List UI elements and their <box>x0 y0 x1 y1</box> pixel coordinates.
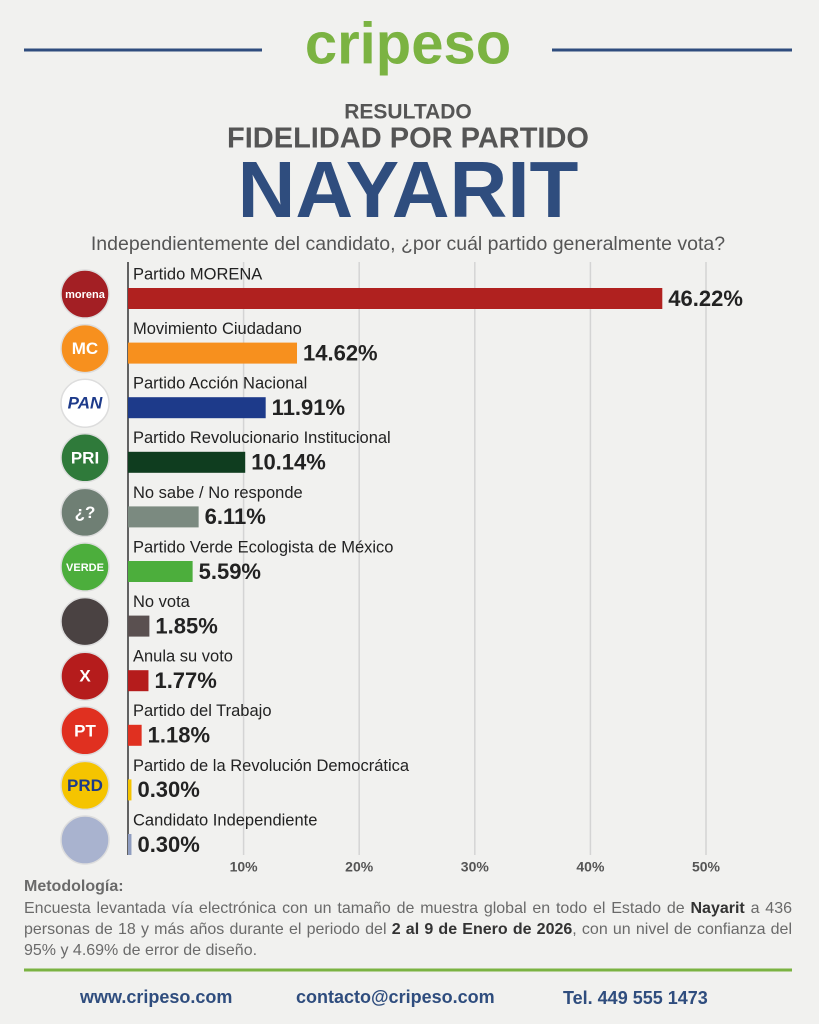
icon-label: X <box>79 667 91 686</box>
icon-label: PAN <box>68 394 103 413</box>
value-label: 0.30% <box>137 777 199 802</box>
category-label: Candidato Independiente <box>133 811 317 829</box>
x-tick-label: 50% <box>692 859 721 875</box>
methodology-segment: Encuesta levantada vía electrónica con u… <box>24 900 691 917</box>
title: NAYARIT <box>238 145 579 234</box>
value-label: 1.18% <box>148 723 210 748</box>
icon-label: ¿? <box>75 503 96 522</box>
category-label: Partido Acción Nacional <box>133 375 307 393</box>
party-icon <box>60 760 110 811</box>
value-label: 5.59% <box>199 559 261 584</box>
methodology-segment: , con un nivel de confianza del 95% y 4.… <box>24 921 793 959</box>
methodology-text: Encuesta levantada vía electrónica con u… <box>24 898 792 961</box>
icon-label: PRD <box>67 776 103 795</box>
phone[interactable]: Tel. 449 555 1473 <box>563 988 708 1008</box>
value-label: 0.30% <box>137 832 199 857</box>
bar <box>128 724 142 746</box>
kicker: RESULTADO <box>344 101 472 124</box>
value-label: 14.62% <box>303 340 378 365</box>
bar <box>128 670 149 692</box>
party-icon <box>60 378 110 428</box>
icon-label: VERDE <box>66 562 104 574</box>
party-icon <box>60 706 110 756</box>
party-icon <box>60 487 110 538</box>
value-label: 46.22% <box>668 286 743 311</box>
bar <box>128 506 199 528</box>
category-label: No vota <box>133 593 191 611</box>
x-tick-label: 40% <box>576 859 605 875</box>
icon-label: PT <box>74 721 96 740</box>
website[interactable]: www.cripeso.com <box>79 987 232 1007</box>
question: Independientemente del candidato, ¿por c… <box>91 233 725 255</box>
logo: cripeso <box>305 11 511 76</box>
bar <box>128 451 246 473</box>
party-icon <box>60 596 110 647</box>
party-icon <box>60 651 110 701</box>
bar <box>128 615 150 637</box>
party-icon <box>60 269 110 319</box>
icon-label: MC <box>72 339 98 358</box>
value-label: 1.85% <box>155 613 217 638</box>
party-icon <box>60 815 110 865</box>
category-label: Anula su voto <box>133 648 233 666</box>
category-label: Partido de la Revolución Democrática <box>133 757 410 775</box>
party-icon <box>60 323 110 374</box>
methodology-segment: a 436 personas de 18 y más años durante … <box>24 900 792 938</box>
email[interactable]: contacto@cripeso.com <box>296 987 495 1007</box>
methodology-segment: Nayarit <box>690 900 745 917</box>
bar <box>128 779 132 801</box>
category-label: Partido del Trabajo <box>133 702 272 720</box>
subtitle: FIDELIDAD POR PARTIDO <box>227 123 589 155</box>
value-label: 10.14% <box>251 450 326 475</box>
bar <box>128 342 298 364</box>
x-tick-label: 30% <box>461 859 490 875</box>
icon-label: morena <box>65 289 106 301</box>
category-label: Partido Revolucionario Institucional <box>133 429 391 447</box>
category-label: Partido MORENA <box>133 265 262 283</box>
methodology: Metodología: Encuesta levantada vía elec… <box>24 876 792 961</box>
category-label: Partido Verde Ecologista de México <box>133 538 393 556</box>
methodology-segment: 2 al 9 de Enero de 2026 <box>391 921 573 938</box>
value-label: 1.77% <box>154 668 216 693</box>
value-label: 6.11% <box>205 504 266 529</box>
party-icon <box>60 433 110 483</box>
methodology-title: Metodología: <box>24 878 124 895</box>
party-icon <box>60 542 110 592</box>
x-tick-label: 10% <box>230 859 259 875</box>
icon-label: PRI <box>71 448 99 467</box>
bar <box>128 397 266 419</box>
category-label: Movimiento Ciudadano <box>133 320 302 338</box>
category-label: No sabe / No responde <box>133 484 303 502</box>
x-tick-label: 20% <box>345 859 374 875</box>
bar <box>128 288 663 309</box>
value-label: 11.91% <box>272 395 345 420</box>
bar <box>128 561 193 582</box>
bar <box>128 834 132 855</box>
